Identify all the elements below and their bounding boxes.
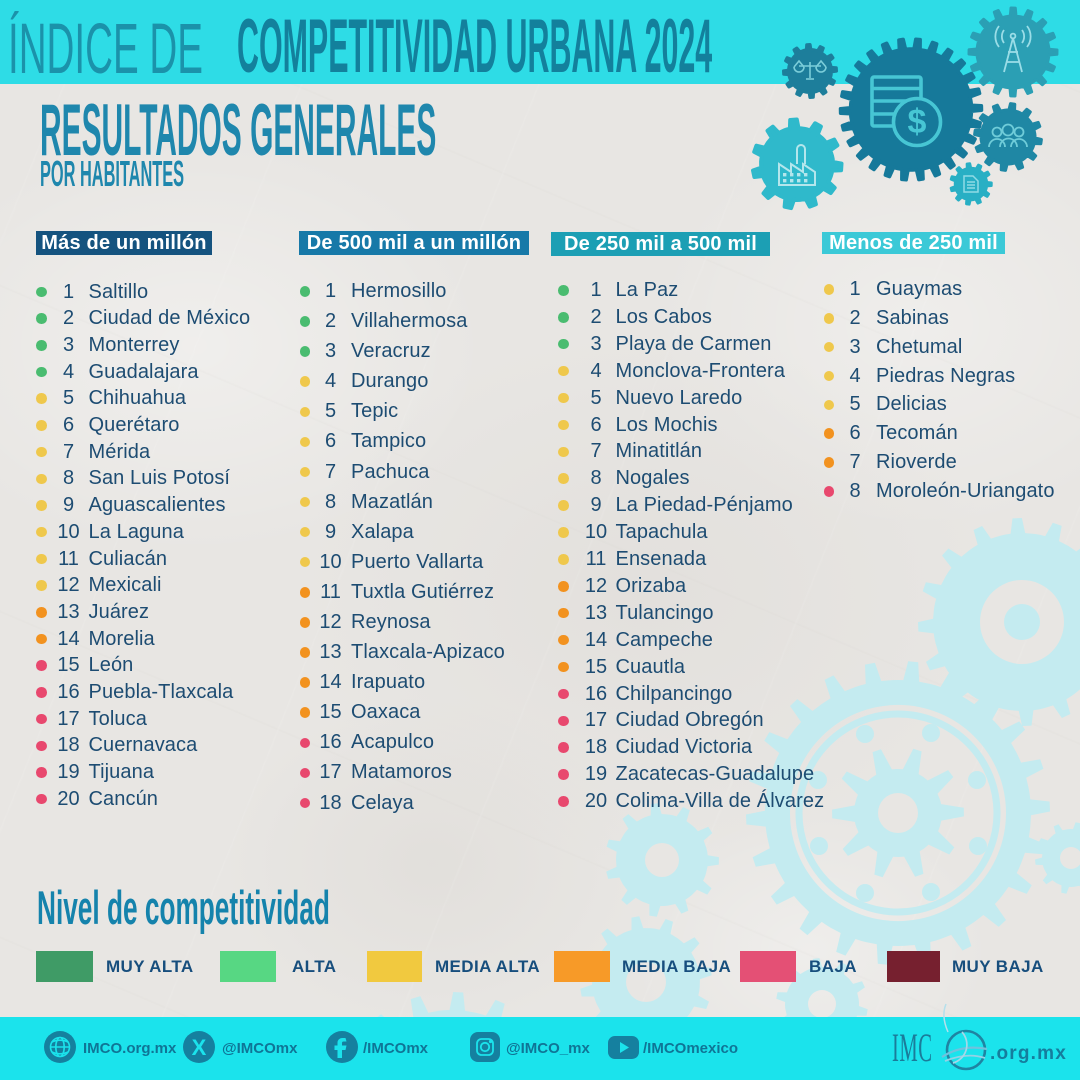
svg-text:X: X (192, 1035, 207, 1060)
svg-text:$: $ (908, 103, 927, 141)
